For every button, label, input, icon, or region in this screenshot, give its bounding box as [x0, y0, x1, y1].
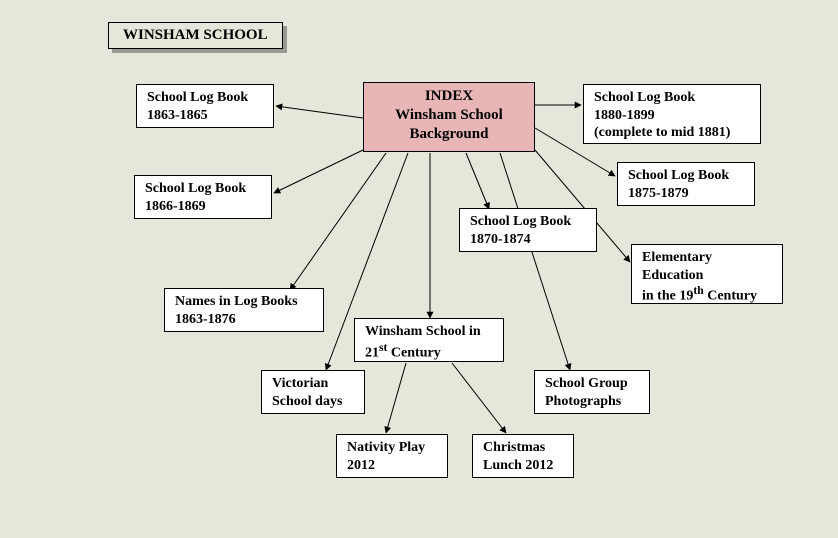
page-title: WINSHAM SCHOOL	[108, 22, 283, 49]
node-elementary[interactable]: ElementaryEducationin the 19th Century	[631, 244, 783, 304]
node-line: School Log Book	[628, 167, 744, 185]
node-line: 2012	[347, 457, 437, 475]
node-line: School days	[272, 393, 354, 411]
node-nativity[interactable]: Nativity Play2012	[336, 434, 448, 478]
edge	[500, 153, 570, 370]
node-photos[interactable]: School GroupPhotographs	[534, 370, 650, 414]
node-line: Christmas	[483, 439, 563, 457]
node-line: Names in Log Books	[175, 293, 313, 311]
node-line: 1875-1879	[628, 185, 744, 203]
node-victorian[interactable]: VictorianSchool days	[261, 370, 365, 414]
index-node[interactable]: INDEXWinsham SchoolBackground	[363, 82, 535, 152]
diagram-canvas: WINSHAM SCHOOL INDEXWinsham SchoolBackgr…	[0, 0, 838, 538]
node-line: 1863-1876	[175, 311, 313, 329]
node-line: 1870-1874	[470, 231, 586, 249]
node-log-1875[interactable]: School Log Book1875-1879	[617, 162, 755, 206]
node-century21[interactable]: Winsham School in21st Century	[354, 318, 504, 362]
edge	[452, 363, 506, 433]
index-line: INDEX	[374, 87, 524, 106]
title-text: WINSHAM SCHOOL	[108, 22, 283, 49]
node-line: Winsham School in	[365, 323, 493, 341]
node-line: Victorian	[272, 375, 354, 393]
node-log-1870[interactable]: School Log Book1870-1874	[459, 208, 597, 252]
node-christmas[interactable]: ChristmasLunch 2012	[472, 434, 574, 478]
edge	[386, 363, 406, 433]
node-line: 1863-1865	[147, 107, 263, 125]
node-log-1863[interactable]: School Log Book1863-1865	[136, 84, 274, 128]
node-line: School Log Book	[470, 213, 586, 231]
index-line: Winsham School	[374, 106, 524, 125]
node-line: School Log Book	[147, 89, 263, 107]
node-log-1880[interactable]: School Log Book1880-1899(complete to mid…	[583, 84, 761, 144]
node-log-1866[interactable]: School Log Book1866-1869	[134, 175, 272, 219]
node-line: 1880-1899	[594, 107, 750, 125]
node-line: Photographs	[545, 393, 639, 411]
node-line: School Log Book	[594, 89, 750, 107]
node-line: Elementary	[642, 249, 772, 267]
node-line: Nativity Play	[347, 439, 437, 457]
node-line: in the 19th Century	[642, 284, 772, 305]
node-line: Lunch 2012	[483, 457, 563, 475]
index-line: Background	[374, 125, 524, 144]
node-line: School Group	[545, 375, 639, 393]
node-line: Education	[642, 267, 772, 285]
node-names[interactable]: Names in Log Books1863-1876	[164, 288, 324, 332]
edge	[290, 153, 386, 290]
node-line: School Log Book	[145, 180, 261, 198]
edge	[274, 150, 363, 193]
node-line: 21st Century	[365, 341, 493, 362]
edge	[466, 153, 489, 209]
edge	[276, 106, 363, 118]
node-line: 1866-1869	[145, 198, 261, 216]
node-line: (complete to mid 1881)	[594, 124, 750, 142]
